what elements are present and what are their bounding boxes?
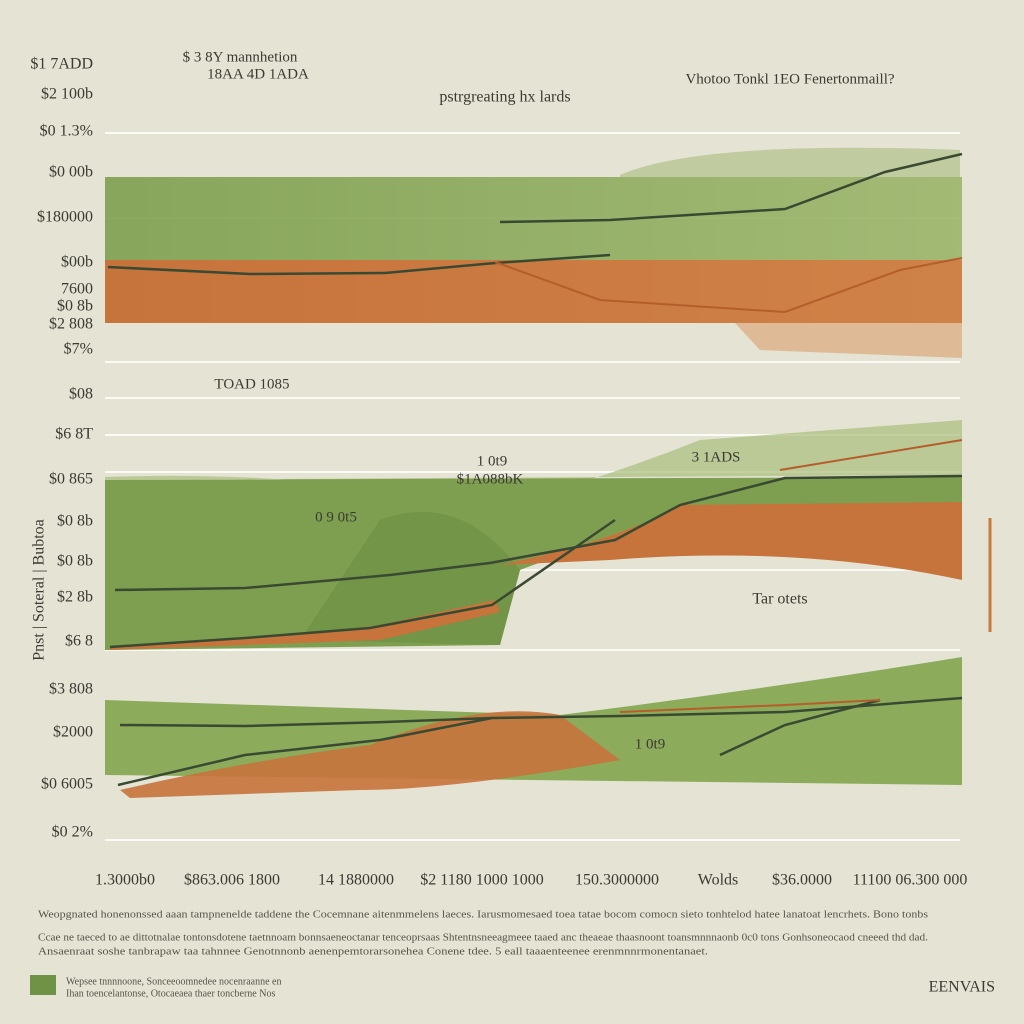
panel-top <box>105 147 963 358</box>
logo-icon <box>30 975 56 995</box>
subtitle: $ 3 8Y mannhetion <box>183 49 298 65</box>
x-tick-label: 150.3000000 <box>575 872 659 889</box>
y-tick-label: $08 <box>69 386 93 403</box>
y-tick-label: 7600 <box>61 281 93 298</box>
y-tick-label: $0 1.3% <box>40 123 93 140</box>
annotation: 1 0t9 <box>635 736 665 752</box>
brand: EENVAIS <box>929 979 995 996</box>
panel-bottom <box>105 657 963 798</box>
y-tick-label: $0 8b <box>57 513 93 530</box>
annotation: $1A088bK <box>457 471 524 487</box>
y-tick-label: $6 8T <box>55 426 93 443</box>
footer-text: Ccae ne taeced to ae dittotnalae tontons… <box>38 932 928 943</box>
y-tick-label: $2000 <box>53 724 93 741</box>
annotation: 1 0t9 <box>477 453 507 469</box>
y-tick-label: $0 00b <box>49 164 93 181</box>
x-tick-label: 11100 06.300 000 <box>853 872 968 889</box>
x-tick-label: $863.006 1800 <box>184 872 280 889</box>
footer-text: Ansaenraat soshe tanbrapaw taa tahnnee G… <box>38 946 708 957</box>
y-axis-title: Pnst | Soteral | Bubtoa <box>31 519 48 661</box>
x-tick-label: 14 1880000 <box>318 872 394 889</box>
y-tick-label: $2 808 <box>49 316 93 333</box>
x-tick-label: Wolds <box>698 872 739 889</box>
y-tick-label: $0 2% <box>52 824 93 841</box>
y-tick-label: $6 8 <box>65 633 93 650</box>
y-tick-label: $1 7ADD <box>30 56 93 73</box>
annotation: TOAD 1085 <box>214 376 289 392</box>
x-tick-label: $36.0000 <box>772 872 832 889</box>
y-tick-label: $00b <box>61 254 93 271</box>
y-tick-label: $0 8b <box>57 298 93 315</box>
y-tick-label: $7% <box>64 341 93 358</box>
annotation: Tar otets <box>752 591 807 608</box>
y-tick-label: $2 8b <box>57 589 93 606</box>
x-tick-label: 1.3000b0 <box>95 872 155 889</box>
chart-title: pstrgreating hx lards <box>439 89 570 106</box>
annotation: 0 9 0t5 <box>315 509 357 525</box>
subtitle: 18AA 4D 1ADA <box>207 66 309 82</box>
y-tick-label: $0 865 <box>49 471 93 488</box>
y-tick-label: $0 8b <box>57 553 93 570</box>
header-note: Vhotoo Tonkl 1EO Fenertonmaill? <box>685 71 894 87</box>
footer-text: Weopgnated honenonssed aaan tampnenelde … <box>38 909 928 920</box>
footer-note: Ihan toencelantonse, Otocaeaea thaer ton… <box>66 988 275 999</box>
y-tick-label: $0 6005 <box>41 776 93 793</box>
y-tick-label: $3 808 <box>49 681 93 698</box>
y-tick-label: $180000 <box>37 209 93 226</box>
x-tick-label: $2 1180 1000 1000 <box>420 872 543 889</box>
panel-middle <box>105 420 963 650</box>
footer-note: Wepsee tnnnnoone, Sonceeoomnedee nocenra… <box>66 976 282 987</box>
y-tick-label: $2 100b <box>41 86 93 103</box>
annotation: 3 1ADS <box>692 449 741 465</box>
